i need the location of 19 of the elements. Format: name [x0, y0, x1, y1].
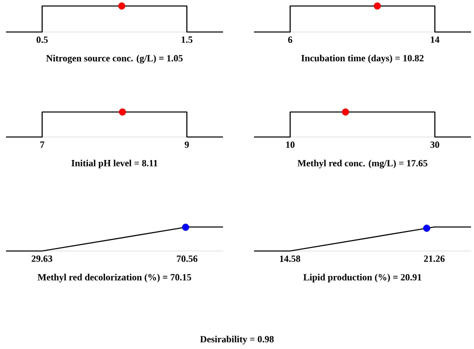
x-axis-title: Nitrogen source conc. (g/L) = 1.05 — [46, 54, 183, 64]
x-tick-label: 14.58 — [280, 256, 300, 262]
x-axis-title: Methyl red decolorization (%) = 70.15 — [38, 274, 192, 282]
x-tick-label: 9 — [184, 142, 189, 148]
x-axis-title: Initial pH level = 8.11 — [71, 160, 158, 168]
x-axis-title: Methyl red conc. (mg/L) = 17.65 — [297, 160, 428, 168]
x-tick-label: 0.5 — [36, 36, 48, 43]
x-tick-label: 6 — [288, 36, 292, 43]
x-tick-label: 14 — [430, 36, 440, 43]
x-tick-label: 29.63 — [32, 256, 52, 262]
x-axis-title: Incubation time (days) = 10.82 — [301, 54, 424, 64]
x-axis-title: Lipid production (%) = 20.91 — [303, 274, 422, 282]
x-tick-label: 70.56 — [176, 256, 198, 262]
x-tick-label: 1.5 — [182, 36, 192, 43]
x-tick-label: 30 — [430, 142, 440, 148]
x-tick-label: 21.26 — [424, 256, 445, 262]
text: Desirability = 0.98 — [200, 336, 274, 344]
x-tick-label: 10 — [286, 142, 295, 148]
x-tick-label: 7 — [40, 142, 44, 148]
